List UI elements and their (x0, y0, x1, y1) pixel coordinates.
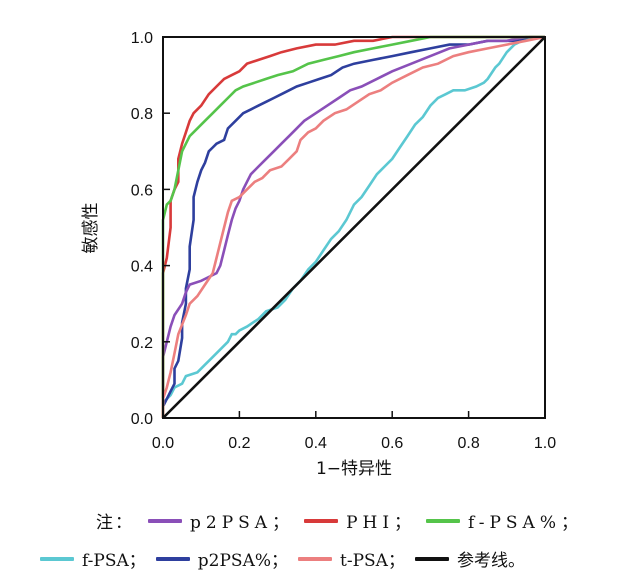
x-tick-label: 0.4 (305, 435, 327, 452)
legend-label-fpsa-pct: f-PSA%； (468, 513, 583, 533)
legend-label-p2psa: p2PSA； (190, 513, 295, 533)
legend-swatch-p2psa (148, 518, 182, 523)
legend-label-reference: 参考线。 (456, 551, 525, 571)
legend-row-2: f-PSA； p2PSA%； t-PSA； 参考线。 (40, 546, 535, 571)
legend-item-p2psa-pct: p2PSA%； (155, 546, 289, 571)
y-tick-label: 0.6 (131, 182, 153, 199)
legend-item-tpsa: t-PSA； (298, 546, 405, 571)
y-tick-label: 0.0 (131, 411, 153, 428)
legend-item-p2psa: p2PSA； (148, 508, 294, 533)
y-tick-label: 0.8 (131, 106, 153, 123)
reference-line (162, 36, 546, 419)
y-tick-label: 1.0 (131, 30, 153, 47)
legend-swatch-tpsa (298, 556, 333, 561)
y-tick-label: 0.4 (131, 259, 153, 276)
x-tick-label: 1.0 (534, 435, 556, 452)
roc-curve-f-psa (161, 35, 546, 418)
x-tick-label: 0.8 (457, 435, 479, 452)
legend-label-phi: PHI； (346, 513, 417, 533)
roc-curve-f-psa-pct (161, 35, 545, 418)
roc-chart: 0.0 0.0 0.2 0.2 0.4 0.4 0.6 0.6 0.8 0.8 1.0 1.0 1−特… (81, 30, 556, 479)
x-tick-label: 0.2 (228, 435, 250, 452)
legend-swatch-phi (304, 518, 339, 523)
legend-label-tpsa: t-PSA； (340, 551, 405, 571)
x-axis-title: 1−特异性 (316, 459, 392, 479)
legend-label-fpsa: f-PSA； (82, 551, 146, 571)
legend-row-1: 注： p2PSA； PHI； f-PSA%； (96, 508, 593, 533)
legend-swatch-fpsa-pct (426, 518, 461, 523)
roc-curve-t-psa (161, 35, 546, 418)
y-axis-title: 敏感性 (81, 203, 101, 254)
legend-swatch-fpsa (40, 556, 74, 561)
legend-label-p2psa-pct: p2PSA%； (197, 551, 289, 571)
x-tick-label: 0.6 (381, 435, 403, 452)
chart-marks (161, 35, 546, 419)
legend-item-fpsa-pct: f-PSA%； (426, 508, 583, 533)
legend-note-label: 注： (96, 513, 134, 533)
legend-item-reference: 参考线。 (414, 546, 525, 571)
y-tick-label: 0.2 (131, 335, 153, 352)
x-tick-label: 0.0 (152, 435, 174, 452)
legend-swatch-p2psa-pct (155, 556, 190, 561)
legend-swatch-reference (414, 556, 449, 561)
plot-frame (162, 36, 546, 419)
roc-curve-p2psa (161, 35, 545, 418)
legend-item-phi: PHI； (304, 508, 416, 533)
axis-ticks: 0.0 0.0 0.2 0.2 0.4 0.4 0.6 0.6 0.8 0.8 1.0 1.0 (131, 30, 556, 452)
legend-item-fpsa: f-PSA； (40, 546, 146, 571)
